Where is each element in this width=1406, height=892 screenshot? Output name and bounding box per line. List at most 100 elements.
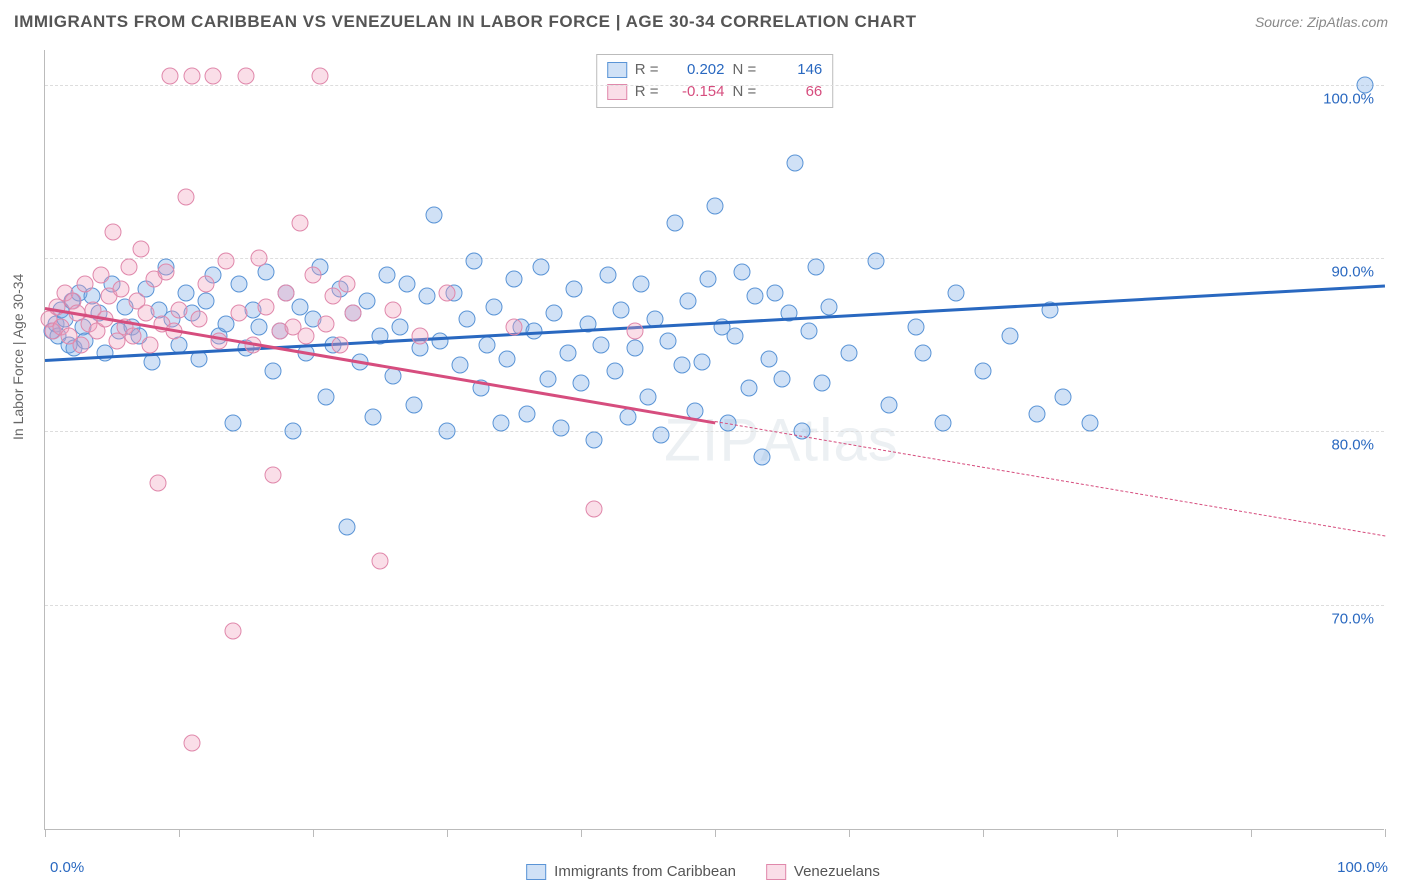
data-point xyxy=(613,302,630,319)
x-tick xyxy=(983,829,984,837)
gridline xyxy=(45,605,1384,606)
x-tick xyxy=(447,829,448,837)
data-point xyxy=(439,423,456,440)
data-point xyxy=(459,310,476,327)
data-point xyxy=(161,68,178,85)
x-tick xyxy=(1117,829,1118,837)
data-point xyxy=(573,374,590,391)
data-point xyxy=(499,350,516,367)
data-point xyxy=(311,68,328,85)
data-point xyxy=(93,267,110,284)
data-point xyxy=(519,406,536,423)
data-point xyxy=(1055,388,1072,405)
x-axis-min-label: 0.0% xyxy=(50,859,84,876)
data-point xyxy=(385,302,402,319)
data-point xyxy=(479,336,496,353)
data-point xyxy=(452,357,469,374)
chart-title: IMMIGRANTS FROM CARIBBEAN VS VENEZUELAN … xyxy=(14,12,916,32)
data-point xyxy=(506,270,523,287)
data-point xyxy=(774,371,791,388)
data-point xyxy=(177,189,194,206)
data-point xyxy=(197,276,214,293)
data-point xyxy=(760,350,777,367)
data-point xyxy=(546,305,563,322)
data-point xyxy=(264,466,281,483)
data-point xyxy=(552,419,569,436)
legend-label: Venezuelans xyxy=(794,863,880,880)
data-point xyxy=(820,298,837,315)
data-point xyxy=(867,253,884,270)
data-point xyxy=(224,622,241,639)
y-axis-label: In Labor Force | Age 30-34 xyxy=(10,274,26,440)
legend-label: Immigrants from Caribbean xyxy=(554,863,736,880)
data-point xyxy=(425,206,442,223)
n-value: 146 xyxy=(764,59,822,81)
x-tick xyxy=(581,829,582,837)
data-point xyxy=(767,284,784,301)
data-point xyxy=(586,432,603,449)
x-tick xyxy=(45,829,46,837)
data-point xyxy=(1001,328,1018,345)
data-point xyxy=(291,215,308,232)
data-point xyxy=(606,362,623,379)
data-point xyxy=(733,263,750,280)
data-point xyxy=(532,258,549,275)
data-point xyxy=(217,253,234,270)
data-point xyxy=(184,68,201,85)
x-tick xyxy=(1385,829,1386,837)
data-point xyxy=(133,241,150,258)
data-point xyxy=(251,250,268,267)
legend-item: Venezuelans xyxy=(766,863,880,880)
x-tick xyxy=(313,829,314,837)
data-point xyxy=(113,281,130,298)
n-label: N = xyxy=(733,59,757,81)
data-point xyxy=(753,449,770,466)
data-point xyxy=(338,276,355,293)
data-point xyxy=(539,371,556,388)
data-point xyxy=(197,293,214,310)
data-point xyxy=(700,270,717,287)
data-point xyxy=(238,68,255,85)
data-point xyxy=(378,267,395,284)
data-point xyxy=(1082,414,1099,431)
data-point xyxy=(465,253,482,270)
data-point xyxy=(559,345,576,362)
data-point xyxy=(707,198,724,215)
data-point xyxy=(599,267,616,284)
watermark-thin: Atlas xyxy=(760,406,898,473)
data-point xyxy=(747,288,764,305)
data-point xyxy=(586,501,603,518)
data-point xyxy=(251,319,268,336)
r-value: 0.202 xyxy=(667,59,725,81)
data-point xyxy=(177,284,194,301)
data-point xyxy=(787,154,804,171)
data-point xyxy=(640,388,657,405)
data-point xyxy=(298,328,315,345)
source-label: Source: ZipAtlas.com xyxy=(1255,14,1388,30)
data-point xyxy=(492,414,509,431)
data-point xyxy=(345,305,362,322)
data-point xyxy=(372,553,389,570)
x-tick xyxy=(715,829,716,837)
legend-swatch xyxy=(766,864,786,880)
legend-swatch xyxy=(526,864,546,880)
data-point xyxy=(680,293,697,310)
data-point xyxy=(693,354,710,371)
data-point xyxy=(948,284,965,301)
data-point xyxy=(914,345,931,362)
data-point xyxy=(1356,76,1373,93)
data-point xyxy=(231,276,248,293)
x-tick xyxy=(179,829,180,837)
data-point xyxy=(633,276,650,293)
x-axis-max-label: 100.0% xyxy=(1337,859,1388,876)
data-point xyxy=(365,409,382,426)
data-point xyxy=(660,333,677,350)
data-point xyxy=(144,354,161,371)
x-tick xyxy=(1251,829,1252,837)
data-point xyxy=(814,374,831,391)
data-point xyxy=(264,362,281,379)
data-point xyxy=(137,305,154,322)
correlation-legend: R = 0.202 N = 146 R = -0.154 N = 66 xyxy=(596,54,834,108)
data-point xyxy=(975,362,992,379)
legend-swatch xyxy=(607,84,627,100)
